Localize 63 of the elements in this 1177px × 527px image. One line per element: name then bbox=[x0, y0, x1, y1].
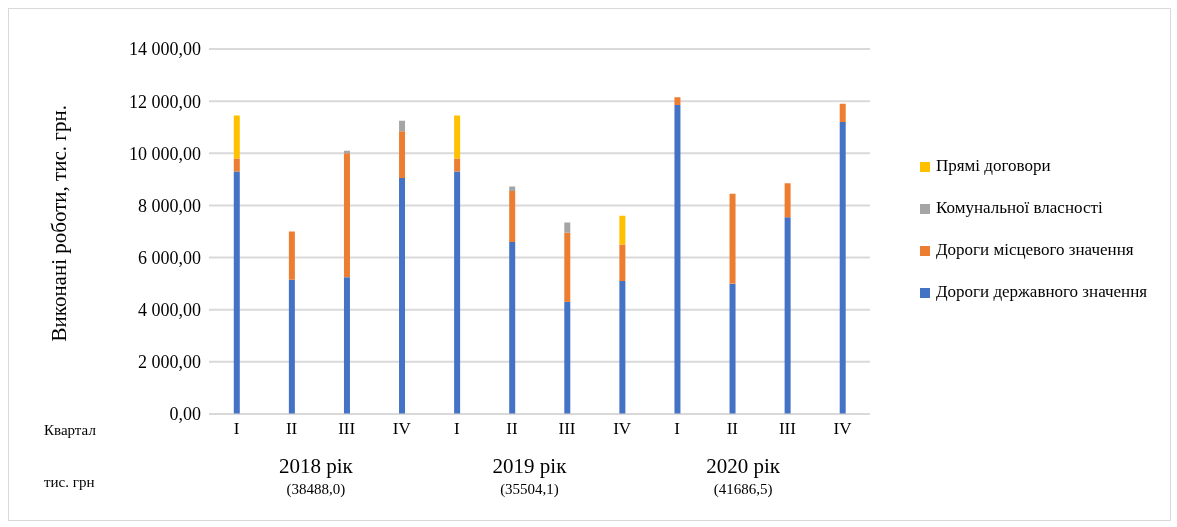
bar bbox=[619, 281, 626, 414]
bar bbox=[233, 171, 240, 414]
bar bbox=[619, 244, 626, 282]
bar bbox=[233, 115, 240, 159]
x-tick-label: III bbox=[778, 419, 797, 439]
text: тис. грн bbox=[44, 474, 95, 491]
legend-label: Прямі договори bbox=[936, 156, 1051, 176]
bar bbox=[839, 103, 846, 122]
text: (41686,5) bbox=[712, 481, 774, 498]
bar bbox=[343, 153, 350, 278]
x-tick-label: II bbox=[506, 419, 518, 439]
legend-label: Дороги місцевого значення bbox=[936, 240, 1134, 260]
legend-label: Дороги державного значення bbox=[936, 282, 1148, 302]
x-tick-label: I bbox=[233, 419, 240, 439]
x-tick-label: III bbox=[558, 419, 576, 439]
bar bbox=[674, 97, 681, 106]
x-tick-label: I bbox=[674, 419, 681, 439]
bar bbox=[509, 191, 516, 242]
bar bbox=[399, 178, 406, 414]
bar bbox=[729, 283, 736, 414]
bar bbox=[454, 115, 461, 159]
x-tick-label: III bbox=[338, 419, 356, 439]
text: (38488,0) bbox=[285, 481, 347, 498]
bar bbox=[509, 241, 516, 414]
text: 2020 рік bbox=[705, 454, 782, 479]
bar bbox=[564, 222, 571, 233]
y-tick-label: 6 000,00 bbox=[138, 247, 201, 268]
text: 2018 рік bbox=[277, 454, 354, 479]
y-tick-label: 12 000,00 bbox=[129, 91, 201, 112]
bar bbox=[399, 120, 406, 132]
text: (35504,1) bbox=[499, 481, 560, 498]
y-tick-label: 2 000,00 bbox=[138, 352, 201, 373]
bar bbox=[729, 193, 736, 284]
x-tick-label: IV bbox=[613, 419, 632, 439]
bar bbox=[564, 301, 571, 414]
y-tick-label: 14 000,00 bbox=[129, 39, 201, 60]
y-axis-title: Виконані роботи, тис. грн. bbox=[47, 105, 72, 342]
bar bbox=[619, 215, 626, 245]
text: 2019 рік bbox=[491, 454, 568, 479]
bar bbox=[343, 277, 350, 414]
bar bbox=[674, 105, 681, 414]
y-tick-label: 4 000,00 bbox=[138, 300, 201, 321]
bar bbox=[454, 171, 461, 414]
y-tick-label: 0,00 bbox=[169, 404, 201, 425]
legend-label: Комунальної власності bbox=[936, 198, 1103, 218]
bar bbox=[564, 232, 571, 302]
x-tick-label: I bbox=[454, 419, 461, 439]
bar bbox=[288, 231, 295, 280]
text: Квартал bbox=[44, 422, 96, 439]
x-tick-label: IV bbox=[392, 419, 412, 439]
bar bbox=[839, 122, 846, 414]
x-tick-label: II bbox=[285, 419, 298, 439]
x-tick-label: II bbox=[726, 419, 739, 439]
bar bbox=[288, 279, 295, 414]
bar bbox=[454, 158, 461, 172]
bar bbox=[399, 131, 406, 179]
x-tick-label: IV bbox=[833, 419, 853, 439]
bar bbox=[784, 183, 791, 218]
bar bbox=[233, 158, 240, 172]
bar bbox=[784, 217, 791, 414]
bar bbox=[509, 186, 516, 192]
y-tick-label: 10 000,00 bbox=[129, 143, 201, 164]
y-tick-label: 8 000,00 bbox=[138, 195, 201, 216]
